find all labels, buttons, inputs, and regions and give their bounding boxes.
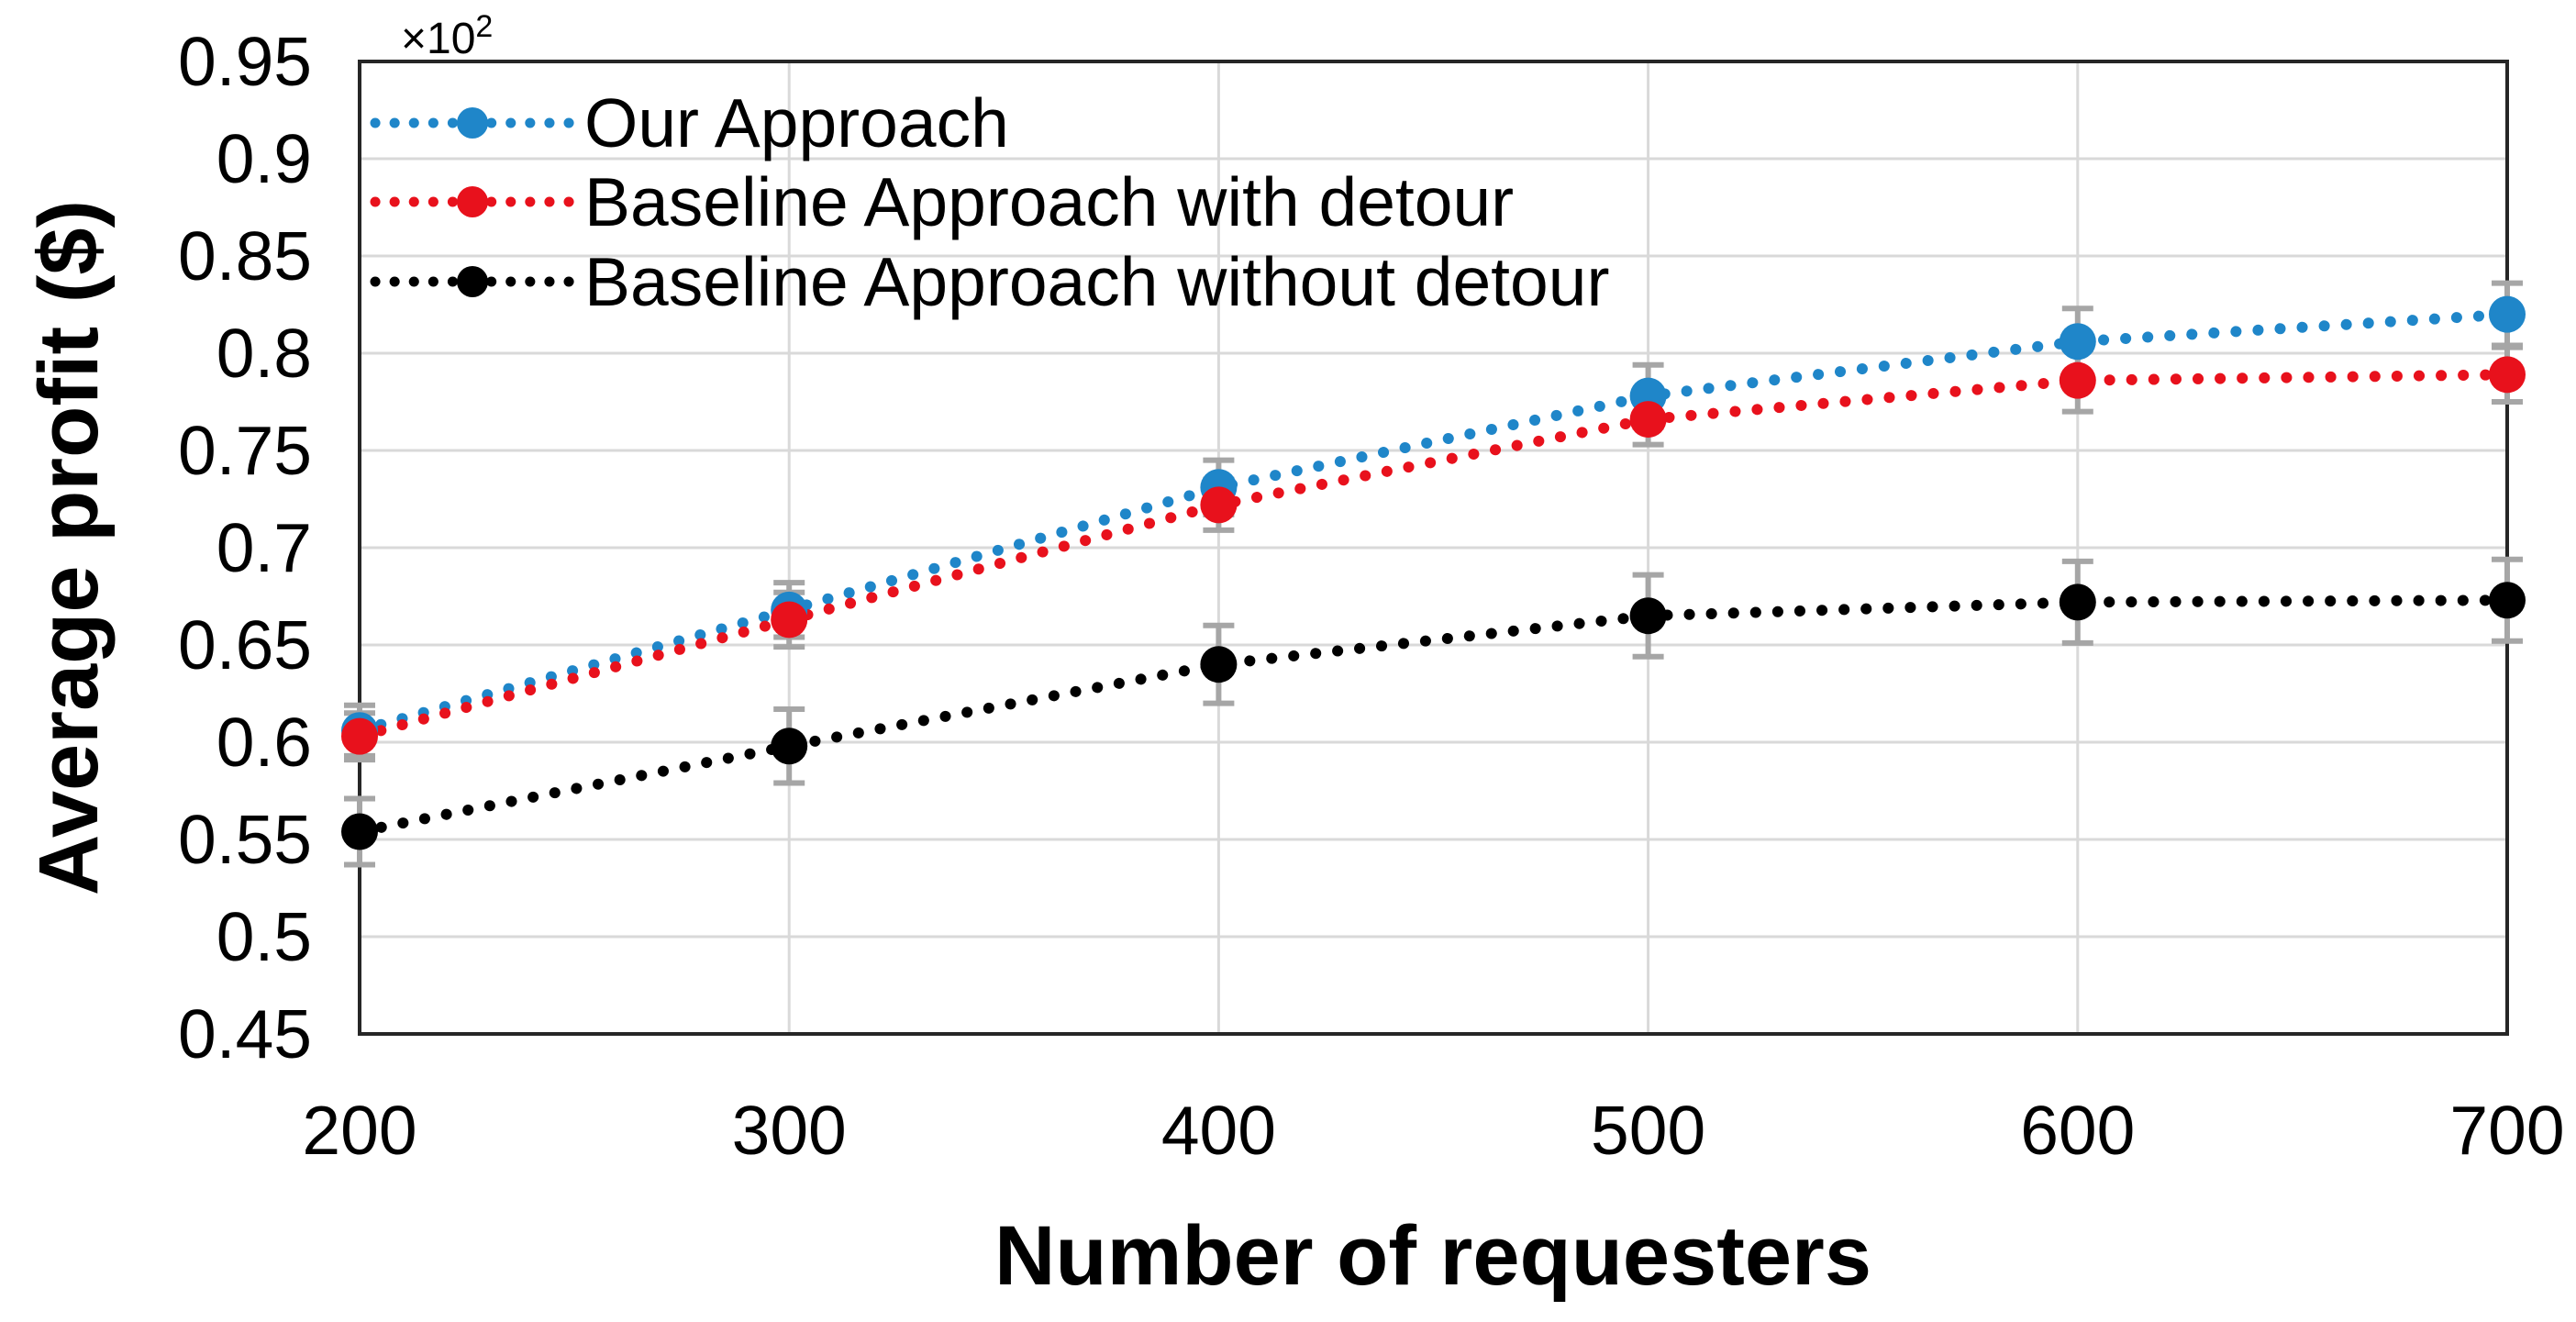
y-tick-label: 0.65 (178, 606, 312, 683)
x-axis-title: Number of requesters (994, 1209, 1871, 1303)
data-point-marker (1629, 597, 1667, 635)
x-tick-labels: 200 300 400 500 600 700 (302, 1092, 2564, 1169)
data-point-marker (771, 601, 808, 639)
x-tick-label: 400 (1161, 1092, 1276, 1169)
legend-label: Baseline Approach with detour (584, 163, 1514, 240)
legend-entry: Baseline Approach with detour (370, 163, 1514, 240)
data-point-marker (1200, 646, 1238, 683)
multiplier-base: ×10 (401, 15, 475, 63)
series-markers (341, 295, 2526, 850)
y-tick-label: 0.45 (178, 995, 312, 1072)
x-tick-label: 200 (302, 1092, 416, 1169)
data-point-marker (1629, 401, 1667, 439)
y-tick-label: 0.7 (217, 509, 312, 586)
data-point-marker (2489, 356, 2526, 394)
data-point-marker (2059, 583, 2096, 621)
series-line (354, 308, 2513, 737)
data-point-marker (2489, 295, 2526, 333)
data-point-marker (341, 717, 378, 755)
legend-entry: Our Approach (370, 84, 1009, 161)
data-point-marker (771, 728, 808, 765)
y-tick-label: 0.95 (178, 23, 312, 100)
legend-marker-icon (457, 266, 488, 297)
x-tick-label: 600 (2020, 1092, 2135, 1169)
plot-border (358, 60, 2509, 1036)
series-line (354, 594, 2513, 838)
y-axis-multiplier-label: ×102 (401, 9, 493, 63)
y-tick-label: 0.55 (178, 801, 312, 878)
series-lines (354, 308, 2513, 838)
y-tick-label: 0.85 (178, 217, 312, 294)
data-point-marker (341, 813, 378, 850)
y-tick-labels: 0.45 0.5 0.55 0.6 0.65 0.7 0.75 0.8 0.85 0.9 0.95 (178, 23, 312, 1072)
y-tick-label: 0.8 (217, 315, 312, 392)
y-tick-label: 0.6 (217, 704, 312, 781)
data-point-marker (2059, 361, 2096, 399)
data-point-marker (2489, 582, 2526, 619)
y-axis-title: Average profit ($) (22, 200, 116, 895)
legend-entry: Baseline Approach without detour (370, 243, 1609, 320)
series-line (354, 369, 2513, 742)
legend-label: Our Approach (584, 84, 1009, 161)
legend-marker-icon (457, 186, 488, 217)
data-point-marker (2059, 323, 2096, 361)
x-tick-label: 500 (1591, 1092, 1705, 1169)
multiplier-exponent: 2 (475, 9, 493, 44)
legend-label: Baseline Approach without detour (584, 243, 1609, 320)
error-bars (344, 280, 2523, 868)
data-point-marker (1200, 486, 1238, 524)
y-tick-label: 0.75 (178, 412, 312, 489)
x-tick-label: 300 (732, 1092, 847, 1169)
y-tick-label: 0.5 (217, 898, 312, 975)
x-tick-label: 700 (2449, 1092, 2564, 1169)
legend-marker-icon (457, 107, 488, 139)
y-tick-label: 0.9 (217, 120, 312, 197)
